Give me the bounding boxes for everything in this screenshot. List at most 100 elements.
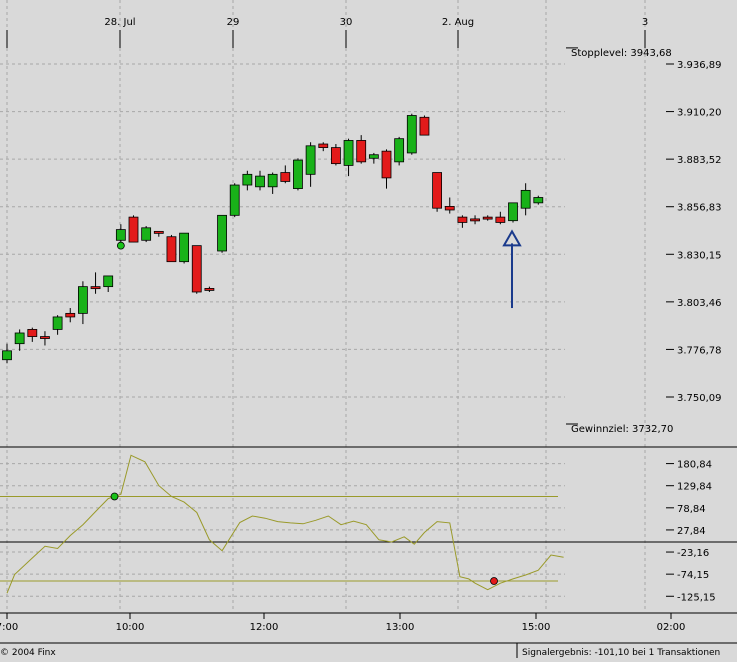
candle-body [394,138,405,163]
time-tick-label: 10:00 [116,622,145,633]
time-tick-label: 7:00 [0,622,18,633]
gewinnziel-label: Gewinnziel: 3732,70 [571,424,673,435]
date-tick-label: 30 [340,17,353,28]
price-layer [2,113,544,364]
candle-body [179,232,190,263]
candle-body [305,145,316,175]
candle [356,135,367,164]
date-tick-label: 2. Aug [442,17,474,28]
candle [128,215,139,243]
candle [381,149,392,189]
candle [115,224,126,244]
osc-tick-label: 180,84 [677,460,712,471]
candle-body [255,175,265,188]
candle [533,195,544,205]
candle [52,315,63,335]
candle-body [166,236,177,263]
price-tick-label: 3.883,52 [677,155,722,166]
candle [217,214,227,253]
candle [419,115,430,136]
candle-body [444,206,455,211]
candle [141,226,152,243]
candle [78,281,88,325]
candle-body [217,214,227,252]
candle [495,211,506,225]
candle-body [90,286,101,290]
footer: © 2004 Finx Signalergebnis: -101,10 bei … [0,648,720,658]
candle-body [128,216,139,243]
candle [166,234,177,263]
time-tick-label: 15:00 [522,622,551,633]
time-tick-label: 12:00 [250,622,279,633]
candle-body [52,316,63,330]
candle [204,286,215,292]
candle [394,136,405,166]
candle [103,275,114,292]
candle-body [229,184,240,216]
candle-body [432,172,443,209]
candle-body [508,202,518,222]
osc-tick-label: 129,84 [677,482,712,493]
candle [14,329,25,351]
signal-arrow-head [502,229,522,247]
osc-buy-marker [110,492,119,501]
osc-sell-marker [490,577,498,585]
candle [305,142,316,187]
candle-body [65,312,76,318]
candle-body [533,197,544,204]
candle [343,138,354,177]
candle-body [381,150,392,179]
candle [432,172,443,212]
candle [267,172,278,194]
candle-body [191,245,202,293]
candle-body [343,140,354,166]
price-tick-label: 3.830,15 [677,250,722,261]
candle [368,152,379,164]
candle [293,158,303,191]
candle [153,230,164,237]
candle [27,327,38,342]
candle [255,170,265,191]
candle [482,215,493,221]
axis-layer: 28. Jul 29 30 2. Aug 3 3.936,89 3.910,20 3.883,… [0,17,737,658]
candle-body [40,336,50,339]
time-tick-label: 13:00 [386,622,415,633]
candle-body [242,173,253,186]
candle [470,215,480,225]
candle [191,245,202,294]
candle [508,202,518,223]
osc-tick-label: -74,15 [677,570,709,581]
time-tick-label: 02:00 [657,622,686,633]
candle [229,183,240,218]
candle-body [141,227,152,241]
candle-body [78,286,88,314]
entry-signal-marker [116,241,125,250]
candle [457,215,468,228]
candle-body [267,173,278,188]
candle-body [482,216,493,220]
candle-body [356,140,367,163]
candle [90,272,101,294]
price-tick-label: 3.936,89 [677,60,722,71]
candle-body [2,350,12,361]
candle-body [14,332,25,345]
stopplevel-label: Stopplevel: 3943,68 [571,48,672,59]
candle-body [520,189,531,209]
candle [330,144,341,166]
candle [406,113,417,155]
candle-body [406,115,417,154]
candle-body [293,159,303,189]
candle-body [495,216,506,223]
candle-body [153,230,164,234]
candle [318,142,329,152]
candle-body [419,116,430,136]
candle [520,183,531,216]
candle-body [204,288,215,291]
grid-layer [0,0,646,612]
candle-body [368,154,379,159]
osc-tick-label: 27,84 [677,526,706,537]
oscillator-layer [0,454,737,594]
